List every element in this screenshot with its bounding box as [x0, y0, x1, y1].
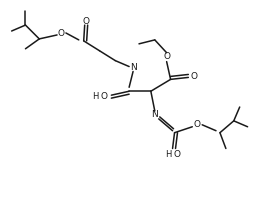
- Text: N: N: [130, 63, 137, 72]
- Text: O: O: [58, 29, 65, 38]
- Text: O: O: [101, 92, 108, 101]
- Text: O: O: [173, 150, 180, 159]
- Text: O: O: [194, 120, 201, 129]
- Text: N: N: [152, 111, 158, 119]
- Text: H: H: [165, 150, 172, 159]
- Text: O: O: [82, 17, 89, 26]
- Text: O: O: [191, 72, 198, 81]
- Text: H: H: [92, 92, 99, 101]
- Text: O: O: [163, 52, 170, 61]
